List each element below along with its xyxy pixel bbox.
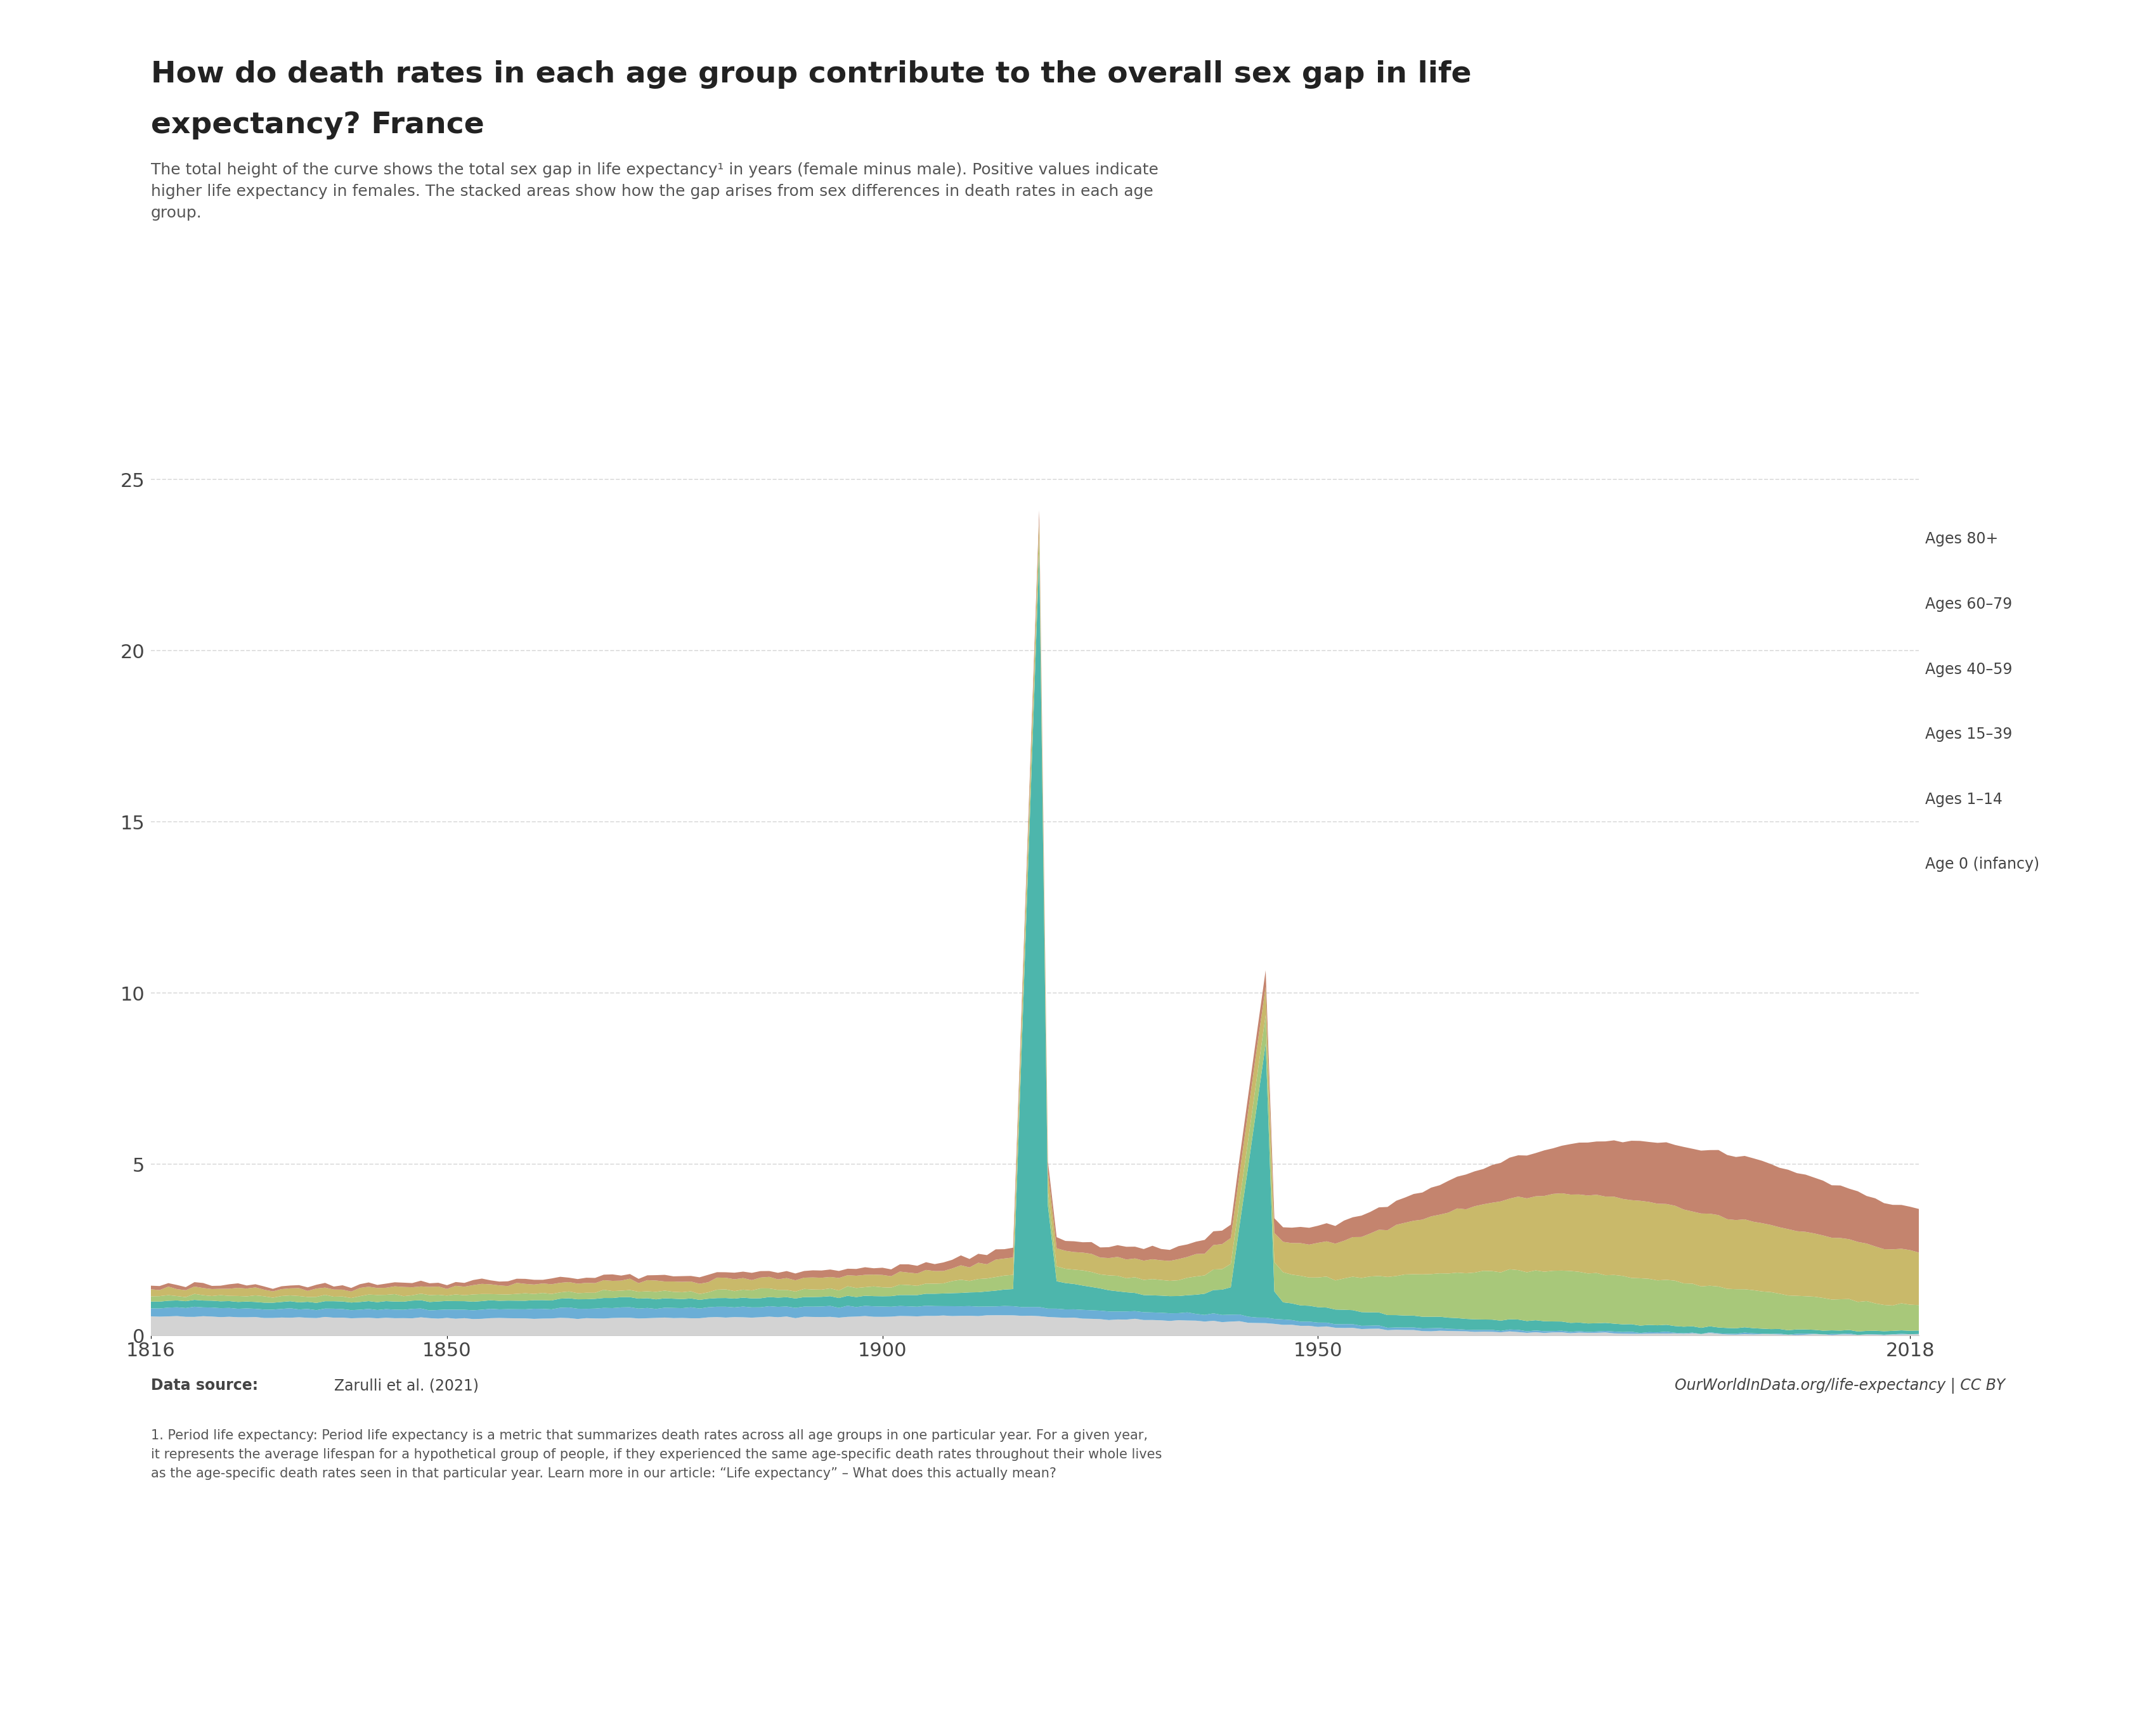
Text: Data source:: Data source: (151, 1378, 263, 1394)
Text: How do death rates in each age group contribute to the overall sex gap in life: How do death rates in each age group con… (151, 60, 1470, 89)
Text: Ages 40–59: Ages 40–59 (1925, 663, 2012, 676)
Text: Ages 15–39: Ages 15–39 (1925, 728, 2012, 741)
Text: Ages 60–79: Ages 60–79 (1925, 597, 2012, 611)
Text: Our World: Our World (1958, 45, 2040, 56)
Text: The total height of the curve shows the total sex gap in life expectancy¹ in yea: The total height of the curve shows the … (151, 163, 1158, 221)
Text: Zarulli et al. (2021): Zarulli et al. (2021) (334, 1378, 479, 1394)
Text: in Data: in Data (1971, 79, 2027, 91)
Text: Ages 80+: Ages 80+ (1925, 532, 1999, 546)
Text: 1. Period life expectancy: Period life expectancy is a metric that summarizes de: 1. Period life expectancy: Period life e… (151, 1430, 1162, 1479)
Text: Age 0 (infancy): Age 0 (infancy) (1925, 858, 2040, 871)
Text: OurWorldInData.org/life-expectancy | CC BY: OurWorldInData.org/life-expectancy | CC … (1675, 1378, 2005, 1394)
Text: Ages 1–14: Ages 1–14 (1925, 793, 2003, 806)
Text: expectancy? France: expectancy? France (151, 111, 485, 140)
